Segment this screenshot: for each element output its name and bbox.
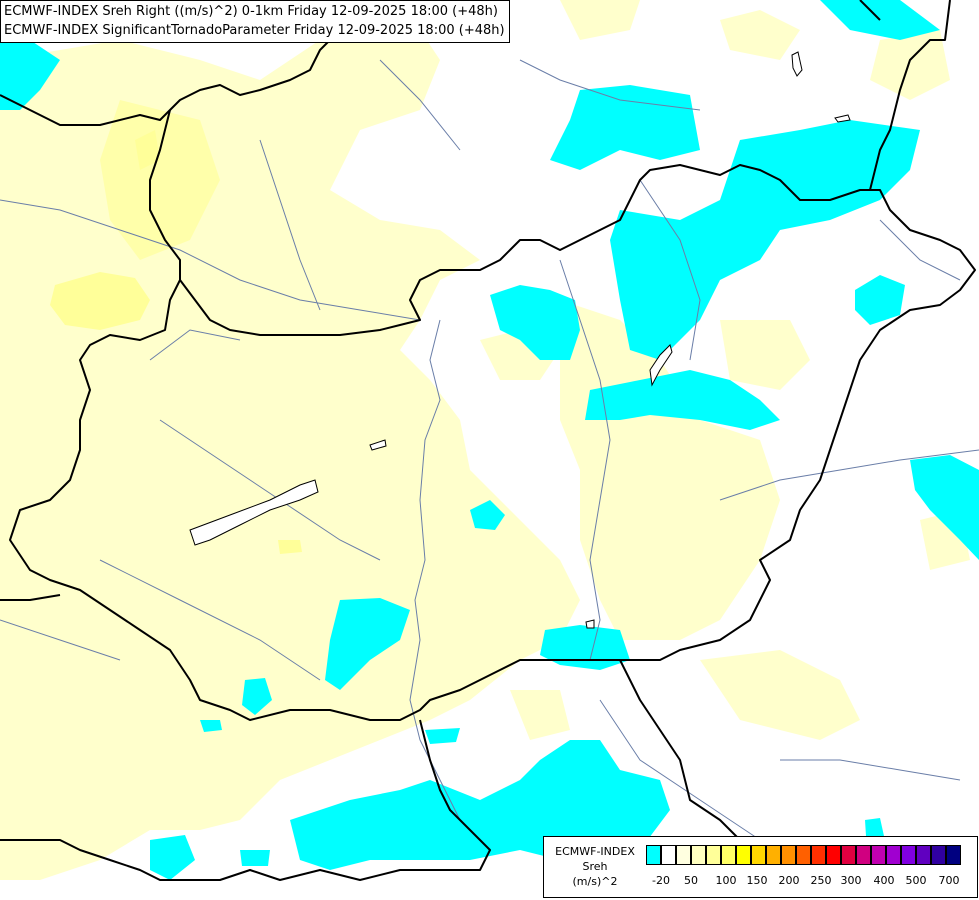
legend-swatch: [751, 845, 766, 865]
title-box: ECMWF-INDEX Sreh Right ((m/s)^2) 0-1km F…: [0, 0, 510, 43]
legend-swatch: [946, 845, 961, 865]
legend-swatch: [691, 845, 706, 865]
legend-tick-label: 400: [873, 874, 895, 887]
light-yellow-regions: [0, 0, 970, 880]
legend-swatch: [781, 845, 796, 865]
legend-swatch: [856, 845, 871, 865]
legend-swatch: [766, 845, 781, 865]
legend-swatch: [661, 845, 676, 865]
legend-swatch: [736, 845, 751, 865]
title-line-2: ECMWF-INDEX SignificantTornadoParameter …: [4, 23, 505, 38]
legend-tick-label: 700: [938, 874, 960, 887]
legend-tick-label: 150: [746, 874, 768, 887]
color-legend: ECMWF-INDEX Sreh (m/s)^2 -20 50 100 150 200 2…: [543, 836, 978, 898]
title-line-1: ECMWF-INDEX Sreh Right ((m/s)^2) 0-1km F…: [4, 4, 498, 19]
legend-tick-label: -20: [652, 874, 670, 887]
legend-swatch: [826, 845, 841, 865]
legend-swatch: [916, 845, 931, 865]
legend-title-line-2: Sreh: [582, 860, 608, 873]
country-borders: [0, 0, 976, 881]
legend-title: ECMWF-INDEX Sreh (m/s)^2: [544, 844, 646, 889]
legend-swatch: [706, 845, 721, 865]
legend-ticks: -20 50 100 150 200 250 300 400 500 700: [646, 874, 976, 890]
legend-swatch: [721, 845, 736, 865]
legend-title-line-3: (m/s)^2: [572, 875, 618, 888]
legend-swatch: [931, 845, 946, 865]
legend-tick-label: 250: [810, 874, 832, 887]
legend-title-line-1: ECMWF-INDEX: [555, 845, 635, 858]
legend-tick-label: 500: [905, 874, 927, 887]
legend-tick-label: 200: [778, 874, 800, 887]
legend-swatch: [796, 845, 811, 865]
legend-swatch: [901, 845, 916, 865]
legend-tick-label: 300: [840, 874, 862, 887]
legend-swatch: [811, 845, 826, 865]
legend-swatch: [871, 845, 886, 865]
legend-swatch: [841, 845, 856, 865]
legend-swatches: [646, 845, 961, 865]
legend-swatch: [676, 845, 691, 865]
legend-swatch: [886, 845, 901, 865]
legend-tick-label: 50: [684, 874, 698, 887]
legend-tick-label: 100: [715, 874, 737, 887]
legend-swatch: [646, 845, 661, 865]
medium-yellow-spots: [50, 130, 302, 554]
lakes: [189, 51, 851, 629]
